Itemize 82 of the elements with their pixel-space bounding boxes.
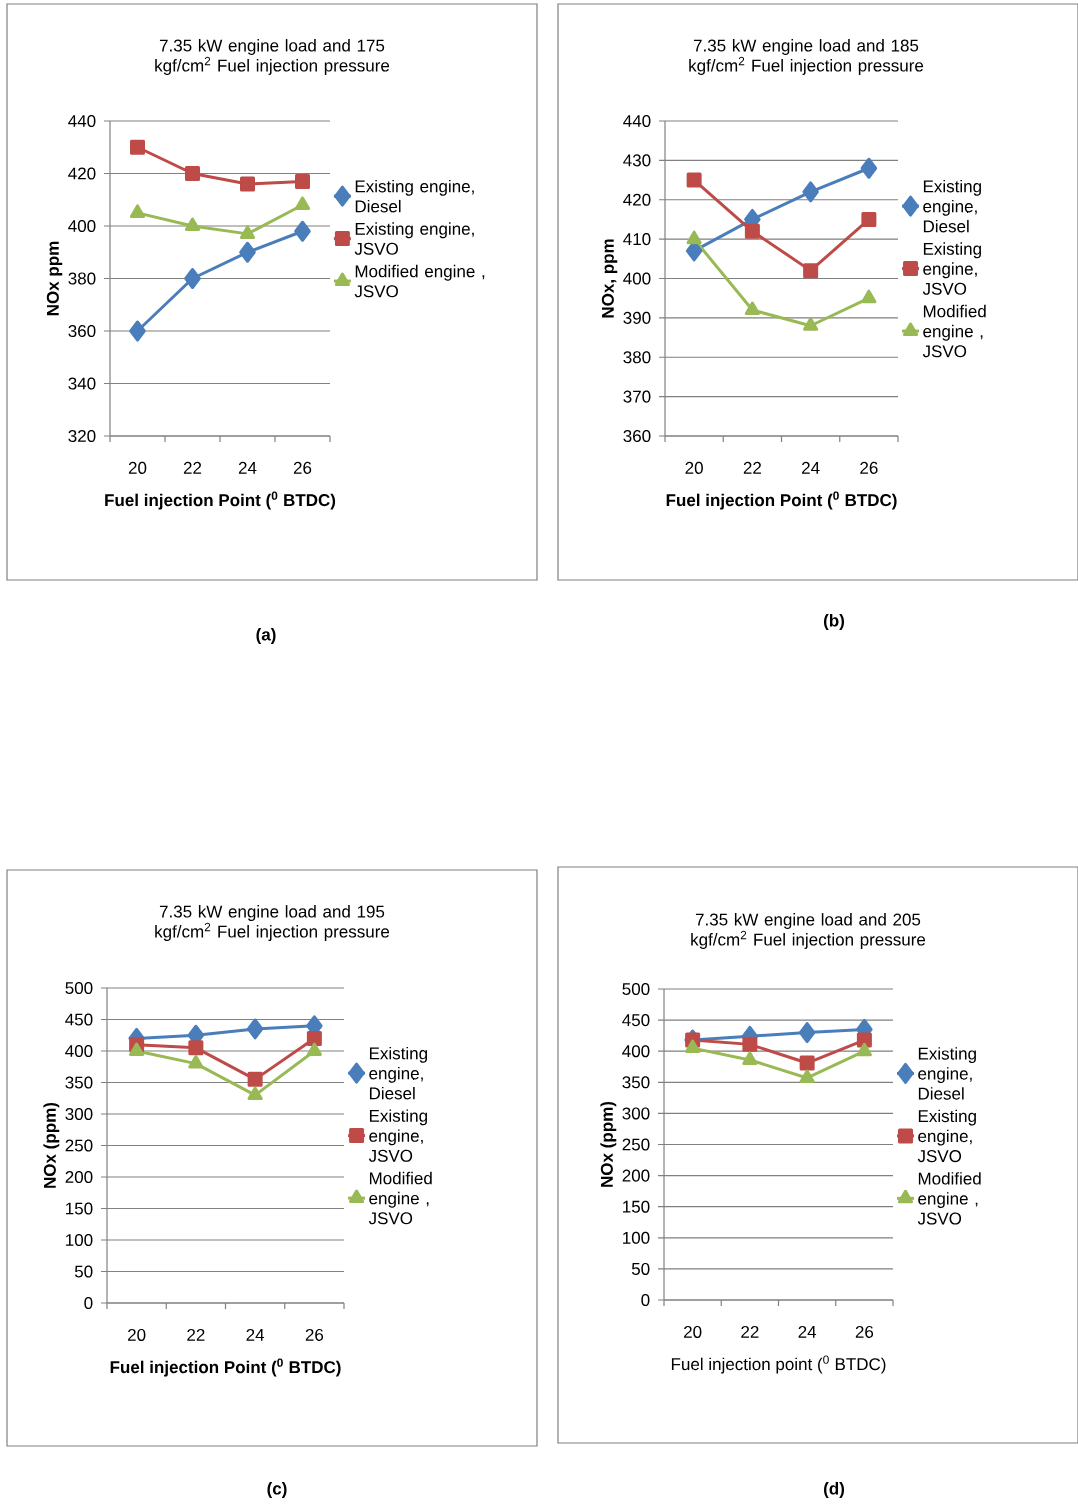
y-tick-label: 500 [65,981,93,995]
x-tick-label: 24 [802,461,820,474]
y-tick-label: 420 [68,167,96,180]
y-tick-label: 50 [74,1265,93,1278]
y-axis-title: NOx, ppm [601,239,618,318]
text: (b) [823,614,845,630]
y-tick-label: 440 [623,114,651,128]
legend-label: Existing engine, Diesel [918,1047,976,1100]
y-tick-label: 360 [68,324,96,338]
y-tick-label: 100 [66,1233,93,1247]
chart-title: 7.35 kW engine load and 195 kgf/cm$^{2}$ Fuel injection pressure [155,905,390,941]
y-tick-label: 450 [65,1013,93,1026]
x-tick-label: 26 [305,1328,324,1341]
legend-label: Existing engine, JSVO [368,1109,427,1162]
x-tick-label: 26 [293,461,312,474]
legend-label: Existing engine, JSVO [917,1109,976,1163]
y-tick-label: 200 [65,1170,93,1184]
x-tick-label: 24 [246,1328,265,1341]
y-tick-label: 300 [622,1107,650,1120]
y-tick-label: 390 [623,311,651,324]
legend-label: Existing engine, Diesel [355,179,474,213]
x-tick-label: 22 [187,1328,205,1341]
y-tick-label: 350 [622,1076,650,1089]
x-axis-title: Fuel injection point ($^{0}$ BTDC) [671,1355,886,1374]
y-tick-label: 400 [623,272,651,285]
text: (a) [256,628,276,644]
text: (c) [267,1482,287,1498]
y-tick-label: 0 [641,1293,650,1307]
legend-label: Modified engine , JSVO [354,264,485,298]
x-tick-label: 26 [855,1325,874,1338]
x-tick-label: 22 [183,461,202,474]
x-axis-title: Fuel injection Point ($^{0}$ BTDC) [666,491,897,510]
y-tick-label: 450 [622,1014,650,1027]
x-tick-label: 22 [743,461,761,474]
y-tick-label: 350 [65,1076,93,1089]
y-tick-label: 420 [623,193,651,206]
y-tick-label: 200 [622,1169,650,1182]
y-tick-label: 400 [65,1044,93,1058]
y-tick-label: 430 [623,154,651,167]
y-tick-label: 440 [68,114,96,128]
x-tick-label: 20 [685,461,703,474]
legend-label: Modified engine , JSVO [917,1172,981,1225]
y-tick-label: 380 [623,351,651,364]
y-tick-label: 320 [68,429,96,443]
y-tick-label: 340 [68,377,96,390]
x-tick-label: 20 [128,461,147,474]
y-tick-label: 400 [622,1045,650,1058]
y-tick-label: 410 [623,233,651,246]
y-tick-label: 370 [623,390,651,403]
y-tick-label: 500 [622,982,650,996]
legend-label: Existing engine, JSVO [922,242,981,295]
legend-label: Existing engine, Diesel [923,179,981,233]
legend-label: Modified engine , JSVO [368,1171,432,1225]
y-tick-label: 300 [65,1107,93,1121]
legend-label: Existing engine, Diesel [369,1046,427,1100]
x-tick-label: 26 [860,461,878,474]
y-tick-label: 360 [623,429,651,443]
chart-title: 7.35 kW engine load and 205 kgf/cm$^{2}$ Fuel injection pressure [691,913,926,949]
legend-label: Modified engine , JSVO [922,304,986,358]
y-tick-label: 150 [623,1200,650,1213]
y-tick-label: 0 [84,1296,93,1310]
x-tick-label: 24 [238,461,257,474]
chart-title: 7.35 kW engine load and 175 kgf/cm$^{2}$ Fuel injection pressure [155,39,390,75]
x-tick-label: 20 [684,1325,702,1338]
y-tick-label: 150 [66,1202,93,1215]
y-tick-label: 380 [68,272,96,285]
y-tick-label: 100 [623,1231,650,1244]
y-tick-label: 250 [65,1139,93,1152]
text: (d) [824,1482,845,1498]
x-axis-title: Fuel injection Point ($^{0}$ BTDC) [110,1358,341,1377]
y-tick-label: 50 [631,1262,650,1275]
x-tick-label: 22 [741,1325,759,1338]
y-tick-label: 400 [68,219,96,233]
chart-title: 7.35 kW engine load and 185 kgf/cm$^{2}$ Fuel injection pressure [689,39,924,75]
y-axis-title: NOx (ppm) [600,1101,617,1187]
x-axis-title: Fuel injection Point ($^{0}$ BTDC) [105,491,336,510]
y-axis-title: NOx ppm [46,241,63,316]
x-tick-label: 20 [128,1328,146,1341]
legend-label: Existing engine, JSVO [354,222,474,255]
x-tick-label: 24 [798,1325,817,1338]
y-tick-label: 250 [622,1138,650,1151]
y-axis-title: NOx (ppm) [43,1102,60,1188]
